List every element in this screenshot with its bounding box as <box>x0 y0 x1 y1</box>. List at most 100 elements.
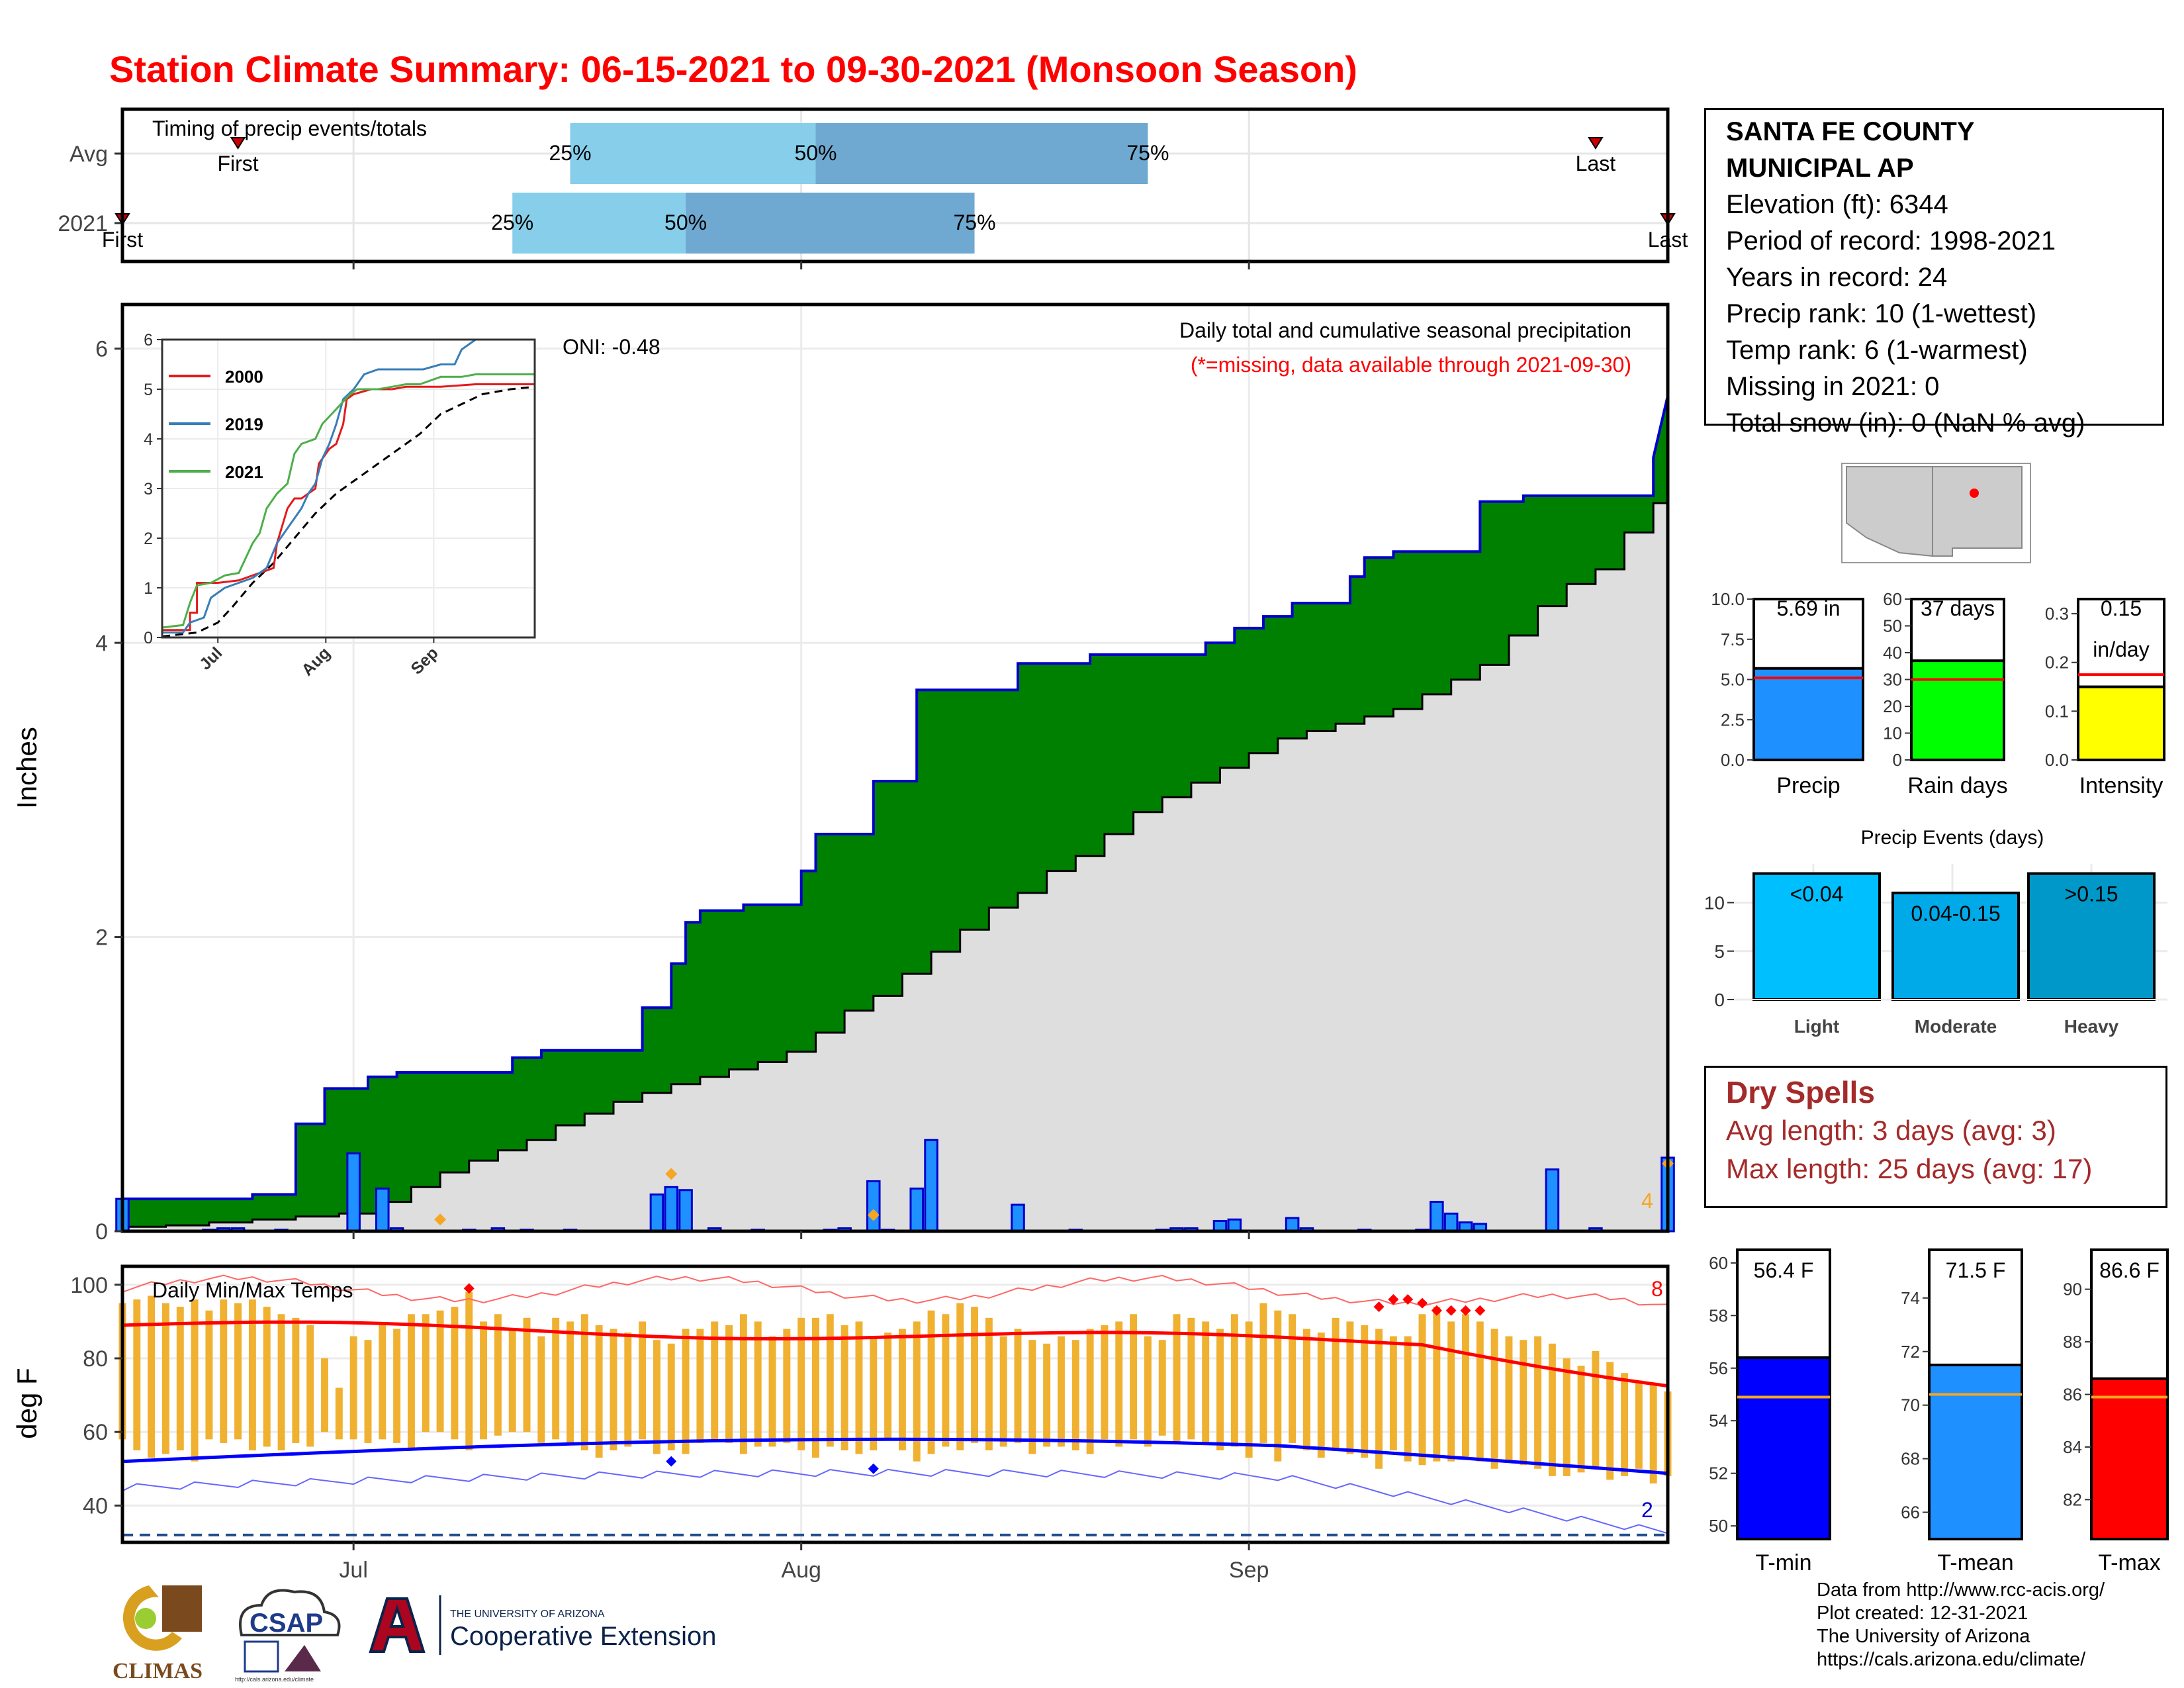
station-temp-rank: Temp rank: 6 (1-warmest) <box>1726 336 2028 365</box>
temp-summary-y-tick-label: 66 <box>1901 1503 1920 1523</box>
daily-temp-bar <box>1490 1329 1498 1469</box>
daily-temp-bar <box>1548 1343 1556 1476</box>
daily-temp-bar <box>567 1321 574 1443</box>
inset-y-tick-label: 6 <box>144 331 153 350</box>
station-snow: Total snow (in): 0 (NaN % avg) <box>1726 408 2085 438</box>
daily-temp-bar <box>999 1336 1007 1447</box>
ua-big-text: Cooperative Extension <box>450 1622 716 1651</box>
temp-summary-y-tick-label: 86 <box>2063 1385 2082 1405</box>
temp-summary-bar-label: T-min <box>1756 1550 1812 1575</box>
station-precip-rank: Precip rank: 10 (1-wettest) <box>1726 299 2037 328</box>
daily-temp-bar <box>220 1299 228 1443</box>
summary-bar-label: Intensity <box>2079 773 2163 798</box>
daily-temp-bar <box>1534 1336 1542 1469</box>
timing-row-label: Avg <box>69 142 108 167</box>
inset-y-tick-label: 5 <box>144 381 153 399</box>
temp-summary-y-tick-label: 52 <box>1709 1464 1728 1483</box>
daily-temp-bar <box>1317 1333 1325 1458</box>
daily-temp-bar <box>610 1329 617 1450</box>
daily-temp-bar <box>884 1333 892 1440</box>
events-bar-range: 0.04-0.15 <box>1911 902 2000 925</box>
daily-temp-bar <box>306 1325 314 1447</box>
daily-precip-bar <box>678 1189 693 1233</box>
events-bar-range: <0.04 <box>1790 882 1844 906</box>
summary-y-tick-label: 40 <box>1883 643 1902 663</box>
summary-value-label: 5.69 in <box>1776 596 1840 620</box>
credit-line: The University of Arizona <box>1817 1626 2030 1647</box>
station-period: Period of record: 1998-2021 <box>1726 226 2056 256</box>
temp-y-tick-label: 80 <box>83 1346 108 1372</box>
x-tick-label: Jul <box>339 1558 367 1583</box>
extreme-precip-marker <box>665 1168 678 1180</box>
daily-temp-bar <box>494 1314 502 1436</box>
timing-pct-label: 75% <box>953 211 995 234</box>
temp-summary-y-tick-label: 56 <box>1709 1358 1728 1378</box>
dry-spells-title: Dry Spells <box>1726 1075 1875 1109</box>
daily-temp-bar <box>855 1321 863 1454</box>
inset-y-tick-label: 0 <box>144 629 153 647</box>
timing-pct-label: 25% <box>549 141 591 165</box>
events-bar-label: Light <box>1794 1016 1839 1037</box>
daily-temp-bar <box>826 1314 834 1447</box>
missing-note: (*=missing, data available through 2021-… <box>1191 353 1631 377</box>
daily-temp-bar <box>682 1329 690 1454</box>
daily-temp-bar <box>971 1307 978 1443</box>
station-location-dot <box>1970 489 1979 498</box>
credit-line: Data from http://www.rcc-acis.org/ <box>1817 1579 2105 1601</box>
timing-frame <box>120 107 1670 263</box>
summary-y-tick-label: 2.5 <box>1721 710 1745 729</box>
inset-y-tick-label: 4 <box>144 430 153 449</box>
daily-temp-bar <box>1621 1373 1628 1476</box>
daily-temp-bar <box>1202 1321 1210 1443</box>
daily-temp-bar <box>292 1317 300 1443</box>
station-name-line2: MUNICIPAL AP <box>1726 154 1914 183</box>
temp-summary-bar <box>2090 1377 2169 1540</box>
summary-value-label: 0.15 <box>2101 596 2142 620</box>
events-bar-label: Heavy <box>2064 1016 2119 1037</box>
daily-temp-bar <box>1649 1383 1657 1484</box>
temp-summary-y-tick-label: 54 <box>1709 1411 1728 1430</box>
x-tick-label: Aug <box>781 1558 821 1583</box>
csap-url: http://cals.arizona.edu/climate <box>235 1676 314 1683</box>
inset-legend-label: 2021 <box>225 462 263 482</box>
temp-y-tick-label: 40 <box>83 1493 108 1519</box>
events-title: Precip Events (days) <box>1861 827 2044 849</box>
daily-temp-bar <box>1505 1336 1513 1462</box>
daily-temp-bar <box>465 1291 473 1450</box>
daily-temp-bar <box>1447 1321 1455 1462</box>
daily-temp-bar <box>1418 1314 1426 1466</box>
record-high-marker <box>1417 1297 1428 1309</box>
daily-temp-bar <box>1259 1303 1267 1443</box>
daily-temp-bar <box>898 1329 906 1450</box>
record-high-marker <box>1445 1305 1457 1316</box>
precip-y-tick-label: 6 <box>95 337 108 362</box>
inset-series-2021 <box>161 373 535 629</box>
summary-value-label: 37 days <box>1921 596 1995 620</box>
temp-summary-bars: 50 52 54 56 58 60 56.4 F T-min 66 68 70 72 74 71.5 F T… <box>1709 1248 2169 1575</box>
daily-temp-bar <box>913 1321 921 1462</box>
record-high-marker <box>1402 1294 1414 1305</box>
daily-temp-bar <box>725 1325 733 1443</box>
events-y-tick-label: 0 <box>1714 990 1725 1010</box>
daily-temp-bar <box>667 1343 675 1450</box>
daily-precip-bar <box>1545 1168 1560 1233</box>
daily-temp-bar <box>1043 1343 1051 1447</box>
daily-temp-bar <box>321 1358 328 1432</box>
daily-temp-bar <box>1476 1321 1484 1462</box>
inset-y-tick-label: 2 <box>144 530 153 548</box>
cumulative-average-line <box>122 481 1669 1228</box>
summary-y-tick-label: 5.0 <box>1721 670 1745 690</box>
daily-temp-bar <box>379 1325 387 1440</box>
daily-temp-bar <box>537 1336 545 1443</box>
daily-temp-bar <box>191 1299 199 1462</box>
daily-temp-bar <box>263 1307 271 1447</box>
temp-summary-y-tick-label: 72 <box>1901 1342 1920 1362</box>
daily-temp-bar <box>1404 1336 1412 1462</box>
daily-temp-bar <box>595 1325 603 1458</box>
daily-temp-bar <box>653 1340 660 1454</box>
daily-precip-bar <box>1443 1212 1459 1233</box>
timing-pct-label: 25% <box>491 211 533 234</box>
summary-y-tick-label: 7.5 <box>1721 630 1745 649</box>
